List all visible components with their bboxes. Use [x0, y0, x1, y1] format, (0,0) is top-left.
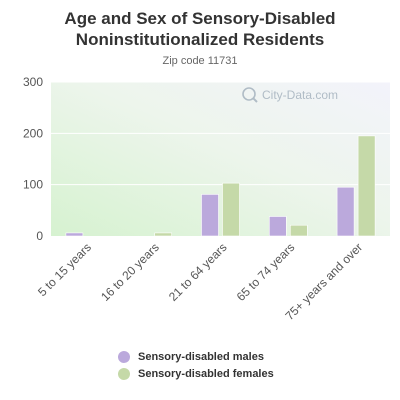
- legend-swatch-males: [118, 351, 130, 363]
- y-tick-label: 300: [23, 75, 43, 89]
- chart-title: Age and Sex of Sensory-Disabled Noninsti…: [64, 9, 336, 49]
- bar: [268, 216, 287, 237]
- x-tick-label: 5 to 15 years: [35, 240, 94, 299]
- legend-item-males: Sensory-disabled males: [118, 349, 274, 365]
- bar: [357, 135, 376, 237]
- magnifier-handle: [252, 97, 258, 103]
- legend-item-females: Sensory-disabled females: [118, 366, 274, 382]
- x-tick-label: 16 to 20 years: [98, 240, 162, 304]
- x-tick-label: 65 to 74 years: [234, 240, 298, 304]
- chart-subtitle: Zip code 11731: [162, 55, 238, 67]
- bar: [289, 224, 308, 237]
- legend-swatch-females: [118, 368, 130, 380]
- x-tick-label: 21 to 64 years: [166, 240, 230, 304]
- legend-label-females: Sensory-disabled females: [138, 368, 274, 380]
- bar: [65, 232, 84, 237]
- bar: [336, 186, 355, 237]
- y-tick-label: 100: [23, 178, 43, 192]
- y-tick-label: 0: [36, 229, 43, 243]
- plot-area: [51, 82, 390, 236]
- legend: Sensory-disabled males Sensory-disabled …: [118, 349, 274, 383]
- bar: [222, 182, 240, 237]
- legend-label-males: Sensory-disabled males: [138, 351, 264, 363]
- bar: [154, 232, 172, 237]
- bar: [201, 194, 219, 237]
- watermark: City-Data.com: [242, 87, 338, 103]
- magnifier-icon: [242, 87, 256, 101]
- y-tick-label: 200: [23, 126, 43, 140]
- watermark-text: City-Data.com: [262, 88, 338, 102]
